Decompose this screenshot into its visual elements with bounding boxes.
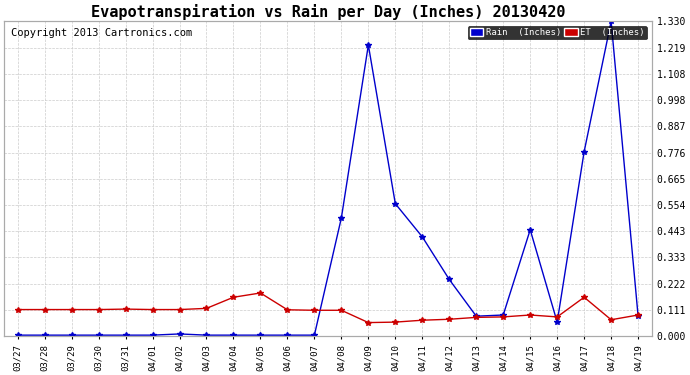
- Text: Copyright 2013 Cartronics.com: Copyright 2013 Cartronics.com: [10, 28, 192, 38]
- Legend: Rain  (Inches), ET  (Inches): Rain (Inches), ET (Inches): [468, 26, 647, 39]
- Title: Evapotranspiration vs Rain per Day (Inches) 20130420: Evapotranspiration vs Rain per Day (Inch…: [90, 4, 565, 20]
